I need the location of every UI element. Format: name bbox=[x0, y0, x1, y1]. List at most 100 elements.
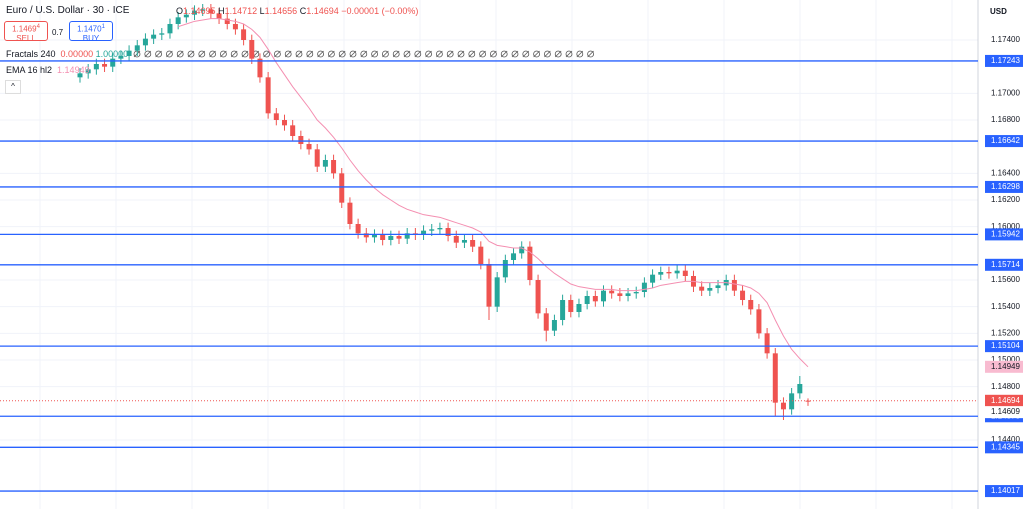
candle-body bbox=[281, 120, 287, 126]
level-label: 1.17243 bbox=[991, 56, 1020, 65]
level-label: 1.16642 bbox=[991, 136, 1020, 145]
y-tick-label: 1.16000 bbox=[991, 222, 1020, 231]
candle-body bbox=[674, 270, 680, 274]
fractal-icon-slash bbox=[155, 50, 162, 58]
candle-body bbox=[445, 228, 451, 236]
level-label: 1.14345 bbox=[991, 442, 1020, 451]
fractal-icon bbox=[565, 50, 573, 58]
fractal-icon-slash bbox=[392, 50, 400, 58]
fractal-icon bbox=[500, 50, 508, 58]
fractal-icon bbox=[327, 50, 335, 58]
fractal-icon bbox=[295, 50, 303, 58]
fractal-icon-slash bbox=[371, 50, 378, 58]
candle-body bbox=[421, 230, 427, 235]
currency: USD bbox=[990, 7, 1007, 16]
candle-body bbox=[592, 296, 598, 302]
fractal-icon bbox=[533, 50, 540, 58]
candle-body bbox=[715, 285, 721, 288]
y-tick-label: 1.14400 bbox=[991, 435, 1020, 444]
marker-price-label-bg bbox=[985, 406, 1023, 419]
candle-body bbox=[102, 64, 108, 67]
level-label: 1.14017 bbox=[991, 486, 1020, 495]
ema-price-label: 1.14949 bbox=[991, 362, 1020, 371]
candle-body bbox=[216, 13, 222, 19]
fractal-icon-slash bbox=[500, 50, 508, 58]
fractal-icon-slash bbox=[284, 50, 292, 58]
fractal-icon bbox=[554, 50, 562, 58]
candle-body bbox=[159, 33, 165, 35]
buy-label: BUY bbox=[82, 33, 100, 43]
fractal-icon bbox=[349, 50, 357, 58]
fractal-icon-slash bbox=[241, 50, 249, 58]
fractal-icon-slash bbox=[414, 50, 422, 58]
fractal-icon bbox=[155, 50, 163, 58]
fractal-icon bbox=[317, 50, 325, 58]
change: −0.00001 (−0.00%) bbox=[341, 6, 419, 16]
candle-body bbox=[192, 10, 198, 15]
fractal-icon-slash bbox=[403, 50, 411, 58]
y-tick-label: 1.15400 bbox=[991, 302, 1020, 311]
ema-price-label-bg bbox=[985, 360, 1023, 373]
fractal-icon-slash bbox=[479, 50, 486, 58]
candle-body bbox=[682, 270, 688, 276]
candle-body bbox=[224, 18, 230, 24]
level-label: 1.15942 bbox=[991, 230, 1020, 239]
candle-body bbox=[617, 293, 623, 296]
fractal-icon-slash bbox=[468, 50, 476, 58]
fractal-icon-slash bbox=[274, 50, 281, 58]
level-label-bg bbox=[985, 180, 1023, 193]
l-value: 1.14656 bbox=[264, 6, 298, 16]
candle-body bbox=[478, 246, 484, 264]
fractal-icon-slash bbox=[436, 50, 443, 58]
fractal-icon bbox=[479, 50, 487, 58]
fractal-icon-slash bbox=[587, 50, 594, 58]
fractal-icon-slash bbox=[317, 50, 324, 58]
last-price-label-bg bbox=[985, 394, 1023, 407]
candle-body bbox=[543, 313, 549, 331]
candle-body bbox=[551, 320, 557, 331]
fractal-icon bbox=[144, 50, 152, 58]
y-tick-label: 1.15000 bbox=[991, 355, 1020, 364]
sell-button[interactable]: 1.14694 SELL bbox=[4, 21, 48, 43]
candle-body bbox=[731, 280, 737, 291]
level-label-bg bbox=[985, 485, 1023, 498]
y-tick-label: 1.15200 bbox=[991, 328, 1020, 337]
fractal-icon bbox=[381, 50, 389, 58]
fractal-icon-slash bbox=[295, 50, 303, 58]
fractal-icon-slash bbox=[522, 50, 530, 58]
buy-button[interactable]: 1.14701 BUY bbox=[69, 21, 113, 43]
candle-body bbox=[609, 290, 615, 294]
sell-price: 1.1469 bbox=[12, 24, 37, 34]
fractal-icon-slash bbox=[533, 50, 540, 58]
fractal-icon-slash bbox=[576, 50, 584, 58]
last-price-label: 1.14694 bbox=[991, 396, 1020, 405]
candle-body bbox=[232, 24, 238, 30]
candle-body bbox=[339, 173, 345, 203]
fractal-icon-slash bbox=[220, 50, 227, 58]
candle-body bbox=[380, 234, 386, 240]
fractal-icon bbox=[435, 50, 443, 58]
spread: 0.7 bbox=[52, 28, 64, 37]
candle-body bbox=[314, 149, 320, 167]
candle-body bbox=[363, 233, 369, 238]
candle-body bbox=[93, 64, 99, 70]
fractal-icon-slash bbox=[306, 50, 314, 58]
fractal-icon bbox=[371, 50, 379, 58]
candle-body bbox=[347, 202, 353, 224]
fractal-up: 1.00000 bbox=[95, 49, 129, 59]
o-label: O bbox=[176, 6, 184, 16]
candle-body bbox=[241, 29, 247, 40]
ema-legend: EMA 16 hl2 1.14949 bbox=[6, 65, 90, 75]
candle-body bbox=[764, 333, 770, 354]
candle-body bbox=[560, 300, 566, 320]
candle-body bbox=[699, 286, 705, 291]
y-tick-label: 1.16200 bbox=[991, 195, 1020, 204]
collapse-button[interactable]: ^ bbox=[5, 80, 21, 94]
ema-line bbox=[178, 18, 809, 368]
candle-body bbox=[470, 240, 476, 247]
fractal-icon-slash bbox=[446, 50, 454, 58]
candle-body bbox=[740, 290, 746, 300]
fractal-icon bbox=[284, 50, 292, 58]
fractal-icon-slash bbox=[198, 50, 206, 58]
o-value: 1.14695 bbox=[183, 6, 216, 16]
